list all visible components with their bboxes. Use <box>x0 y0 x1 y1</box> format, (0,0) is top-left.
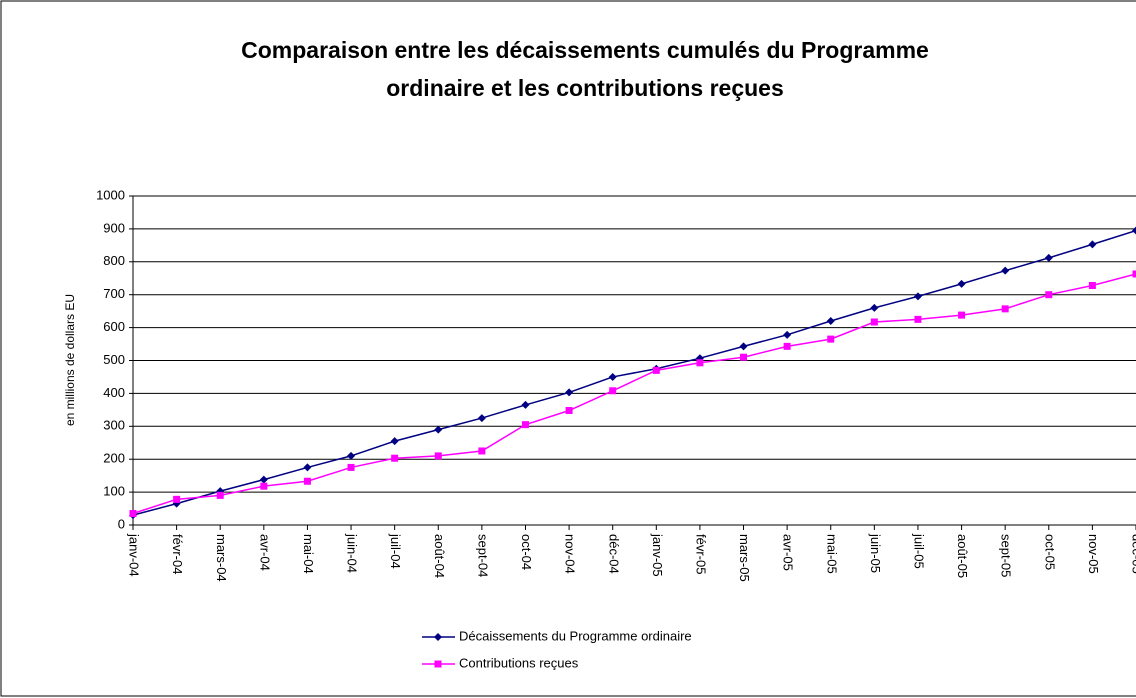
data-point <box>173 495 181 503</box>
data-point <box>1132 226 1136 235</box>
data-point <box>1044 253 1053 262</box>
legend-label: Contributions reçues <box>459 655 579 670</box>
y-tick-label: 600 <box>103 319 125 334</box>
x-tick-label: août-05 <box>955 534 970 578</box>
y-tick-label: 0 <box>118 516 125 531</box>
y-tick-label: 300 <box>103 418 125 433</box>
data-point <box>1088 240 1097 249</box>
x-tick-label: mai-04 <box>301 534 316 574</box>
x-tick-label: sept-05 <box>999 534 1014 577</box>
y-tick-label: 100 <box>103 484 125 499</box>
y-tick-label: 700 <box>103 286 125 301</box>
x-tick-label: janv-04 <box>127 533 142 577</box>
data-point <box>565 407 573 415</box>
data-point <box>696 359 704 367</box>
x-tick-label: juin-05 <box>868 533 883 573</box>
data-point <box>608 372 617 381</box>
x-tick-label: févr-04 <box>170 534 185 574</box>
data-point <box>434 452 442 460</box>
series-line <box>132 229 1136 516</box>
data-point <box>1001 266 1010 275</box>
y-tick-label: 800 <box>103 253 125 268</box>
data-point <box>129 509 137 517</box>
data-point <box>783 330 792 339</box>
data-point <box>1045 291 1053 299</box>
x-tick-label: mars-05 <box>737 534 752 582</box>
chart-title: ordinaire et les contributions reçues <box>386 75 784 101</box>
data-point <box>347 463 355 471</box>
x-tick-label: mars-04 <box>214 534 229 582</box>
x-tick-label: sept-04 <box>475 534 490 577</box>
data-point <box>303 477 311 485</box>
data-point <box>609 387 617 395</box>
data-point <box>477 414 486 423</box>
x-tick-label: juin-04 <box>345 533 360 573</box>
legend-marker <box>434 633 442 641</box>
x-tick-label: déc-04 <box>606 534 621 574</box>
data-point <box>652 366 660 374</box>
data-point <box>783 342 791 350</box>
y-tick-label: 500 <box>103 352 125 367</box>
y-tick-label: 900 <box>103 220 125 235</box>
data-point <box>870 318 878 326</box>
data-point <box>521 421 529 429</box>
legend-marker <box>434 660 442 668</box>
data-point <box>740 353 748 361</box>
data-point <box>1132 270 1136 278</box>
x-tick-label: oct-05 <box>1042 534 1057 570</box>
data-point <box>216 491 224 499</box>
x-tick-label: oct-04 <box>519 534 534 570</box>
data-point <box>303 463 312 472</box>
series-line <box>132 273 1136 515</box>
data-point <box>914 315 922 323</box>
data-point <box>913 292 922 301</box>
data-point <box>260 482 268 490</box>
x-tick-label: janv-05 <box>650 533 665 577</box>
data-point <box>390 437 399 446</box>
y-tick-label: 1000 <box>96 187 125 202</box>
data-point <box>957 279 966 288</box>
data-point <box>521 400 530 409</box>
data-point <box>1088 281 1096 289</box>
data-point <box>739 342 748 351</box>
data-point <box>259 475 268 484</box>
x-tick-label: août-04 <box>432 534 447 578</box>
x-tick-label: nov-05 <box>1086 534 1101 574</box>
y-tick-label: 400 <box>103 385 125 400</box>
x-tick-label: déc-05 <box>1130 534 1136 574</box>
data-point <box>391 454 399 462</box>
x-tick-label: avr-05 <box>781 534 796 571</box>
data-point <box>565 388 574 397</box>
y-tick-label: 200 <box>103 451 125 466</box>
data-point <box>827 335 835 343</box>
data-point <box>826 317 835 326</box>
data-point <box>958 311 966 319</box>
data-point <box>347 451 356 460</box>
data-point <box>478 447 486 455</box>
x-tick-label: févr-05 <box>693 534 708 574</box>
data-point <box>434 425 443 434</box>
legend-label: Décaissements du Programme ordinaire <box>459 628 692 643</box>
data-point <box>870 303 879 312</box>
x-tick-label: nov-04 <box>563 534 578 574</box>
x-tick-label: juil-04 <box>388 533 403 569</box>
x-tick-label: avr-04 <box>257 534 272 571</box>
y-axis-label: en millions de dollars EU <box>63 294 77 426</box>
x-tick-label: juil-05 <box>912 533 927 569</box>
data-point <box>1001 305 1009 313</box>
x-tick-label: mai-05 <box>824 534 839 574</box>
chart-title: Comparaison entre les décaissements cumu… <box>241 37 929 63</box>
